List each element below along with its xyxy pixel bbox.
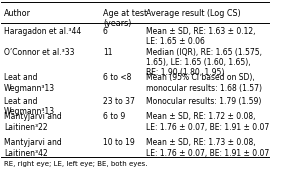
Text: 11: 11 [103,48,113,57]
Text: 10 to 19: 10 to 19 [103,138,135,147]
Text: Mean ± SD, RE: 1.72 ± 0.08,
LE: 1.76 ± 0.07, BE: 1.91 ± 0.07: Mean ± SD, RE: 1.72 ± 0.08, LE: 1.76 ± 0… [146,112,269,132]
Text: Haragadon et al.³44: Haragadon et al.³44 [4,27,81,36]
Text: Mean (95% CI based on SD),
monocular results: 1.68 (1.57): Mean (95% CI based on SD), monocular res… [146,73,262,93]
Text: 23 to 37: 23 to 37 [103,97,135,106]
Text: Median (IQR), RE: 1.65 (1.575,
1.65), LE: 1.65 (1.60, 1.65),
BE: 1.90 (1.80, 1.9: Median (IQR), RE: 1.65 (1.575, 1.65), LE… [146,48,262,78]
Text: 6 to <8: 6 to <8 [103,73,131,82]
Text: Mean ± SD, RE: 1.73 ± 0.08,
LE: 1.76 ± 0.07, BE: 1.91 ± 0.07: Mean ± SD, RE: 1.73 ± 0.08, LE: 1.76 ± 0… [146,138,269,158]
Text: Mean ± SD, RE: 1.63 ± 0.12,
LE: 1.65 ± 0.06: Mean ± SD, RE: 1.63 ± 0.12, LE: 1.65 ± 0… [146,27,255,46]
Text: Monocular results: 1.79 (1.59): Monocular results: 1.79 (1.59) [146,97,261,106]
Text: RE, right eye; LE, left eye; BE, both eyes.: RE, right eye; LE, left eye; BE, both ey… [4,161,148,167]
Text: 6 to 9: 6 to 9 [103,112,125,121]
Text: 6: 6 [103,27,108,36]
Text: Average result (Log CS): Average result (Log CS) [146,9,240,18]
Text: Author: Author [4,9,31,18]
Text: Mantyjarvi and
Laitinen³22: Mantyjarvi and Laitinen³22 [4,112,62,132]
Text: Leat and
Wegmann³13: Leat and Wegmann³13 [4,73,55,93]
Text: Leat and
Wegmann³13: Leat and Wegmann³13 [4,97,55,116]
Text: Mantyjarvi and
Laitinen³42: Mantyjarvi and Laitinen³42 [4,138,62,158]
Text: O’Connor et al.³33: O’Connor et al.³33 [4,48,75,57]
Text: Age at test
(years): Age at test (years) [103,9,147,28]
